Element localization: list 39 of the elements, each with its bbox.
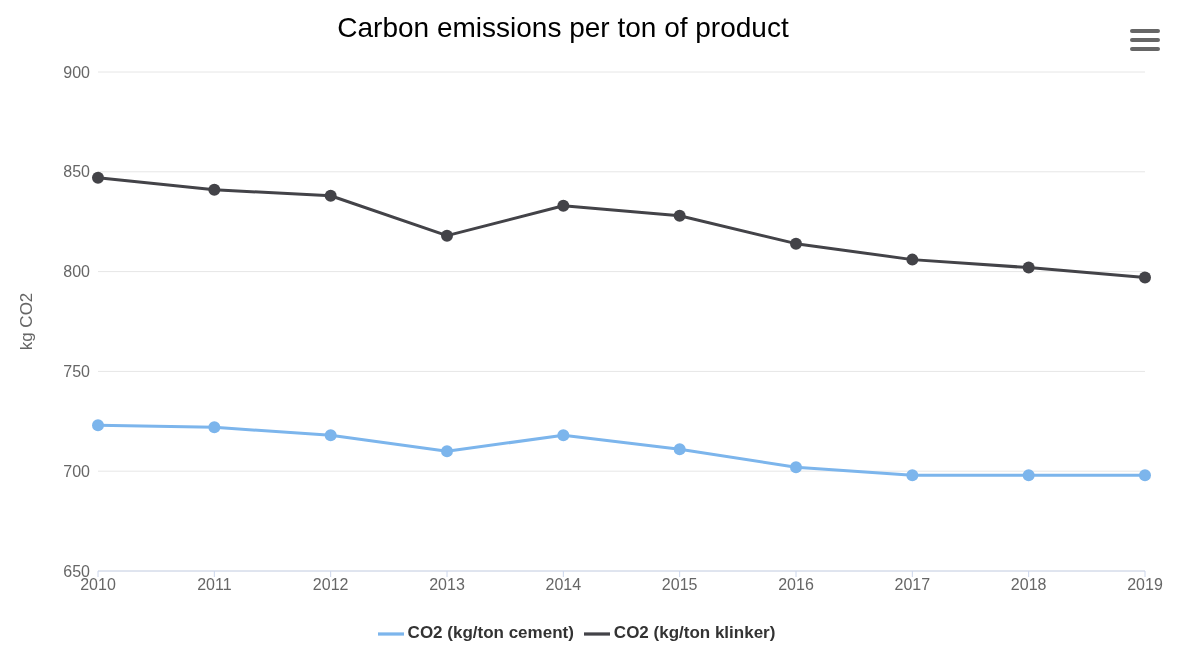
point bbox=[673, 209, 686, 222]
x-tick-label: 2018 bbox=[1010, 576, 1047, 594]
point bbox=[441, 445, 453, 458]
x-tick-label: 2019 bbox=[1127, 576, 1163, 594]
point bbox=[1139, 469, 1151, 482]
x-tick-label: 2012 bbox=[312, 576, 349, 594]
x-tick-label: 2014 bbox=[545, 576, 582, 594]
point bbox=[441, 229, 453, 242]
y-tick-label: 750 bbox=[63, 363, 91, 381]
x-tick-label: 2016 bbox=[778, 576, 814, 594]
point bbox=[673, 443, 686, 456]
x-tick-label: 2017 bbox=[894, 576, 931, 594]
point bbox=[906, 253, 919, 266]
point bbox=[790, 461, 802, 474]
y-tick-label: 700 bbox=[63, 462, 91, 480]
point bbox=[324, 189, 337, 202]
y-axis-title: kg CO2 bbox=[17, 292, 37, 351]
y-tick-label: 800 bbox=[63, 263, 91, 281]
x-tick-label: 2015 bbox=[661, 576, 698, 594]
point bbox=[92, 171, 104, 184]
point bbox=[324, 429, 337, 442]
chart-title: Carbon emissions per ton of product bbox=[336, 12, 790, 44]
y-tick-label: 850 bbox=[63, 163, 91, 181]
legend-label: CO2 (kg/ton klinker) bbox=[613, 623, 776, 643]
point bbox=[557, 199, 570, 212]
point bbox=[1022, 261, 1035, 274]
point bbox=[557, 429, 570, 442]
point bbox=[208, 183, 221, 196]
point bbox=[906, 469, 919, 482]
x-tick-label: 2011 bbox=[197, 576, 232, 594]
x-tick-label: 2013 bbox=[429, 576, 465, 594]
point bbox=[1022, 469, 1035, 482]
point bbox=[208, 421, 221, 434]
point bbox=[790, 237, 802, 250]
point bbox=[92, 419, 104, 432]
legend-label: CO2 (kg/ton cement) bbox=[407, 623, 574, 643]
x-tick-label: 2010 bbox=[80, 576, 116, 594]
y-tick-label: 900 bbox=[63, 63, 91, 81]
point bbox=[1139, 271, 1151, 284]
